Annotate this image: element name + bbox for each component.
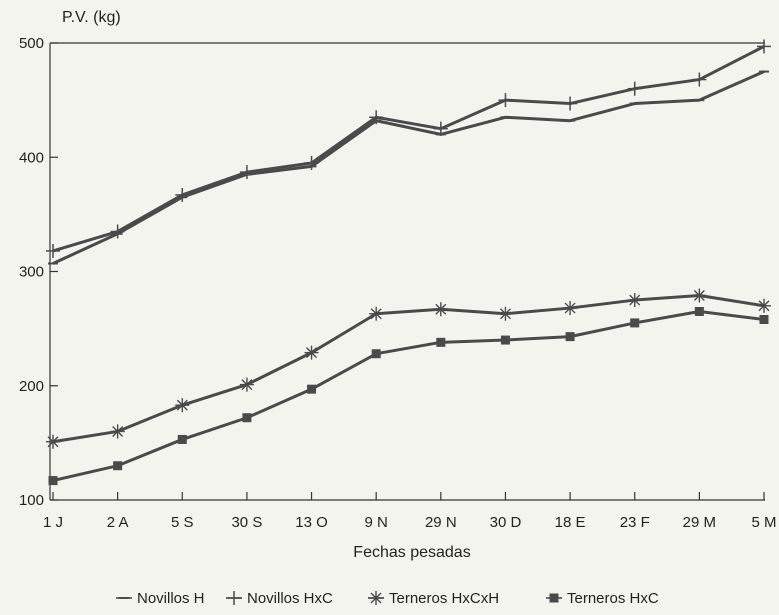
data-point [692, 72, 707, 87]
series-novillos-h [48, 70, 769, 265]
data-point [304, 345, 319, 360]
series-line [52, 309, 765, 483]
data-point [177, 434, 187, 444]
x-tick-label: 2 A [107, 514, 129, 531]
y-tick-label: 300 [19, 264, 44, 281]
data-point [175, 187, 190, 202]
x-tick-label: 30 D [490, 514, 522, 531]
y-tick-label: 400 [19, 149, 44, 166]
x-tick-label: 5 S [171, 514, 194, 531]
data-point [630, 318, 640, 328]
data-point [563, 301, 578, 316]
legend-item: Novillos HxC [226, 590, 333, 607]
data-point [757, 39, 771, 54]
data-point [175, 398, 190, 413]
legend-marker [549, 593, 559, 603]
data-point [500, 335, 510, 345]
data-point [304, 155, 319, 170]
data-point [498, 93, 513, 108]
legend-label: Novillos H [137, 590, 205, 607]
series-line [52, 70, 765, 265]
legend-item: Terneros HxCxH [368, 590, 499, 607]
y-tick-label: 200 [19, 378, 44, 395]
data-point [563, 96, 578, 111]
data-point [46, 243, 60, 258]
plot-frame [49, 42, 765, 501]
data-point [110, 424, 125, 439]
y-axis-ticks: 100 200 300 400 500 [19, 35, 58, 509]
series-terneros-hxc [48, 306, 769, 486]
data-point [436, 337, 446, 347]
data-point [239, 377, 254, 392]
data-point [46, 434, 60, 449]
data-point [369, 306, 384, 321]
data-point [692, 288, 707, 303]
y-axis-label: P.V. (kg) [62, 9, 121, 26]
legend-marker [227, 591, 241, 605]
data-point [759, 314, 769, 324]
legend-label: Novillos HxC [247, 590, 333, 607]
x-tick-label: 29 M [683, 514, 716, 531]
data-point [627, 81, 642, 96]
series-terneros-hxcxh [46, 288, 771, 449]
data-point [694, 306, 704, 316]
x-tick-label: 9 N [365, 514, 388, 531]
data-point [498, 306, 513, 321]
legend-label: Terneros HxC [567, 590, 659, 607]
legend-label: Terneros HxCxH [389, 590, 499, 607]
data-point [113, 461, 123, 471]
x-tick-label: 23 F [620, 514, 650, 531]
x-tick-label: 18 E [555, 514, 586, 531]
legend-item: Novillos H [116, 590, 205, 607]
legend-marker [369, 591, 383, 605]
data-point [433, 121, 448, 136]
data-point [110, 224, 125, 239]
x-tick-label: 30 S [231, 514, 262, 531]
legend-item: Terneros HxC [546, 590, 659, 607]
x-tick-label: 5 M [751, 514, 776, 531]
data-point [307, 384, 317, 394]
x-tick-label: 1 J [43, 514, 63, 531]
legend: Novillos H Novillos HxC Terneros HxCxH Tern… [116, 590, 659, 607]
data-point [371, 349, 381, 359]
x-tick-label: 29 N [425, 514, 457, 531]
data-point [369, 110, 384, 125]
data-point [433, 302, 448, 317]
series-layer [46, 39, 771, 486]
data-point [48, 476, 58, 486]
y-tick-label: 500 [19, 35, 44, 52]
data-point [239, 165, 254, 180]
x-axis-label: Fechas pesadas [353, 544, 470, 561]
series-novillos-hxc [46, 39, 771, 258]
data-point [757, 298, 771, 313]
data-point [565, 332, 575, 342]
data-point [627, 293, 642, 308]
y-tick-label: 100 [19, 492, 44, 509]
data-point [242, 413, 252, 423]
series-line [52, 293, 765, 444]
x-axis-ticks: 1 J 2 A 5 S 30 S 13 O 9 N 29 N 30 D 18 E 23 F 29 M… [43, 492, 777, 531]
x-tick-label: 13 O [295, 514, 328, 531]
series-line [52, 45, 765, 253]
